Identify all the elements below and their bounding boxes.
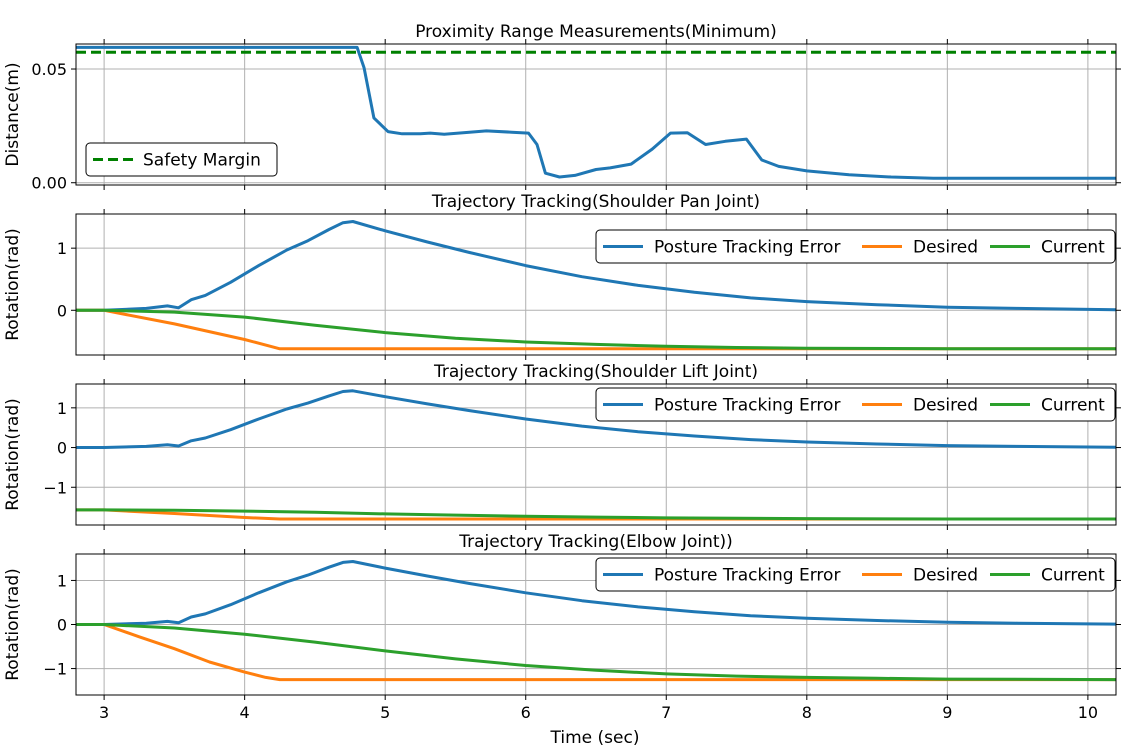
legend-label: Desired (913, 396, 978, 416)
subplot-1: 0.00 0.05 Proximity Range Measurements(Min… (3, 22, 1121, 193)
legend-label: Posture Tracking Error (654, 238, 840, 258)
subplot-title: Trajectory Tracking(Shoulder Lift Joint) (433, 362, 758, 382)
posture-tracking-error-line (76, 560, 1116, 626)
y-tick-label: −1 (43, 478, 67, 497)
desired-line (76, 623, 1116, 682)
y-tick-label: 1 (57, 239, 67, 258)
y-axis-label: Rotation(rad) (3, 398, 23, 511)
distance-line (76, 45, 1116, 180)
y-axis-label: Distance(m) (3, 62, 23, 166)
y-tick-label: −1 (43, 660, 67, 679)
legend-box (595, 387, 1116, 422)
subplot-title: Proximity Range Measurements(Minimum) (415, 22, 777, 42)
y-tick-label: 1 (57, 571, 67, 590)
y-tick-label: 0 (57, 301, 67, 320)
y-axis-label: Rotation(rad) (3, 228, 23, 341)
legend-label: Current (1041, 566, 1105, 586)
posture-tracking-error-line (76, 389, 1116, 449)
legend-box (595, 557, 1116, 592)
current-line (76, 308, 1116, 351)
legend-box (85, 142, 278, 177)
figure-xlabel: Time (sec) (550, 728, 640, 748)
y-tick-label: 0 (57, 616, 67, 635)
current-line (76, 508, 1116, 521)
legend: Posture Tracking Error Desired Current (595, 387, 1116, 422)
x-tick-label: 6 (521, 703, 531, 722)
legend-label: Safety Margin (143, 151, 261, 171)
legend-label: Posture Tracking Error (654, 566, 840, 586)
subplot-title: Trajectory Tracking(Elbow Joint)) (458, 532, 733, 552)
legend-label: Current (1041, 396, 1105, 416)
subplot-title: Trajectory Tracking(Shoulder Pan Joint) (431, 192, 760, 212)
x-tick-label: 10 (1078, 703, 1098, 722)
y-tick-label: 0.00 (31, 174, 67, 193)
legend-label: Desired (913, 566, 978, 586)
x-tick-label: 9 (942, 703, 952, 722)
legend: Posture Tracking Error Desired Current (595, 229, 1116, 264)
x-tick-label: 4 (240, 703, 250, 722)
subplot-4: −1 0 1 3 4 5 6 7 8 9 10 Trajectory Tracking(Elbow J… (3, 532, 1121, 722)
y-tick-label: 0.05 (31, 60, 67, 79)
y-tick-label: 0 (57, 439, 67, 458)
legend: Posture Tracking Error Desired Current (595, 557, 1116, 592)
legend-label: Posture Tracking Error (654, 396, 840, 416)
x-tick-label: 8 (802, 703, 812, 722)
axes-frame (75, 43, 1117, 186)
x-tick-label: 7 (661, 703, 671, 722)
axes-frame (75, 213, 1117, 356)
legend-label: Current (1041, 238, 1105, 258)
x-tick-label: 3 (99, 703, 109, 722)
legend-label: Desired (913, 238, 978, 258)
y-tick-label: 1 (57, 399, 67, 418)
x-tick-label: 5 (380, 703, 390, 722)
subplot-2: 0 1 Trajectory Tracking(Shoulder Pan Joint… (3, 192, 1121, 360)
axes-frame (75, 383, 1117, 526)
current-line (76, 623, 1116, 682)
subplot-3: −1 0 1 Trajectory Tracking(Shoulder Lift Jo… (3, 362, 1121, 530)
posture-tracking-error-line (76, 220, 1116, 312)
legend: Safety Margin (85, 142, 278, 177)
legend-box (595, 229, 1116, 264)
y-axis-label: Rotation(rad) (3, 568, 23, 681)
